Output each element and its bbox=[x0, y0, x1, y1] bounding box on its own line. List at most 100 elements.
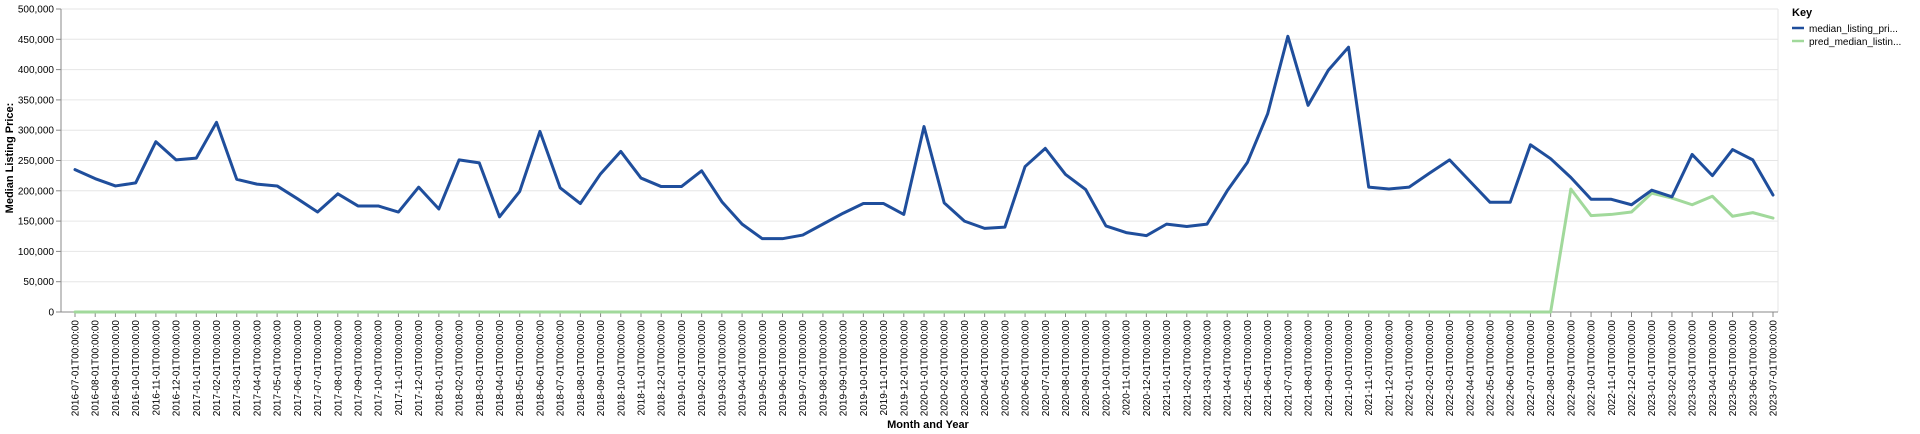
x-tick-label: 2023-03-01T00:00:00 bbox=[1688, 320, 1699, 417]
x-tick-label: 2020-10-01T00:00:00 bbox=[1101, 320, 1112, 417]
x-tick-label: 2022-01-01T00:00:00 bbox=[1405, 320, 1416, 417]
x-tick-label: 2017-03-01T00:00:00 bbox=[232, 320, 243, 417]
x-tick-label: 2018-10-01T00:00:00 bbox=[616, 320, 627, 417]
y-tick-label: 450,000 bbox=[18, 35, 55, 46]
x-tick-label: 2021-02-01T00:00:00 bbox=[1182, 320, 1193, 417]
y-tick-label: 400,000 bbox=[18, 65, 55, 76]
x-tick-label: 2023-02-01T00:00:00 bbox=[1667, 320, 1678, 417]
x-tick-label: 2016-11-01T00:00:00 bbox=[151, 320, 162, 416]
legend-label: pred_median_listin... bbox=[1809, 37, 1901, 48]
legend-label: median_listing_pri... bbox=[1809, 24, 1898, 35]
series-lines bbox=[73, 34, 1775, 314]
x-tick-label: 2018-05-01T00:00:00 bbox=[515, 320, 526, 417]
x-tick-label: 2020-03-01T00:00:00 bbox=[960, 320, 971, 417]
x-tick-label: 2019-08-01T00:00:00 bbox=[818, 320, 829, 417]
x-tick-label: 2019-09-01T00:00:00 bbox=[839, 320, 850, 417]
x-tick-label: 2021-04-01T00:00:00 bbox=[1223, 320, 1234, 417]
x-tick-label: 2020-07-01T00:00:00 bbox=[1041, 320, 1052, 417]
x-tick-label: 2020-06-01T00:00:00 bbox=[1021, 320, 1032, 417]
x-tick-label: 2020-11-01T00:00:00 bbox=[1122, 320, 1133, 416]
x-tick-label: 2022-03-01T00:00:00 bbox=[1445, 320, 1456, 417]
x-axis-title: Month and Year bbox=[887, 419, 969, 431]
x-tick-label: 2017-08-01T00:00:00 bbox=[333, 320, 344, 417]
x-tick-label: 2018-09-01T00:00:00 bbox=[596, 320, 607, 417]
x-tick-label: 2019-10-01T00:00:00 bbox=[859, 320, 870, 417]
x-tick-label: 2021-11-01T00:00:00 bbox=[1364, 320, 1375, 416]
legend-title: Key bbox=[1792, 7, 1813, 19]
x-tick-label: 2017-11-01T00:00:00 bbox=[394, 320, 405, 416]
x-tick-label: 2019-11-01T00:00:00 bbox=[879, 320, 890, 416]
series-line bbox=[73, 187, 1775, 314]
x-tick-label: 2022-07-01T00:00:00 bbox=[1526, 320, 1537, 417]
x-tick-label: 2021-09-01T00:00:00 bbox=[1324, 320, 1335, 417]
y-axis-title: Median Listing Price: bbox=[4, 103, 16, 214]
x-tick-label: 2016-10-01T00:00:00 bbox=[131, 320, 142, 417]
x-tick-label: 2020-04-01T00:00:00 bbox=[980, 320, 991, 417]
x-tick-label: 2020-12-01T00:00:00 bbox=[1142, 320, 1153, 417]
x-tick-label: 2019-05-01T00:00:00 bbox=[758, 320, 769, 417]
x-tick-label: 2018-01-01T00:00:00 bbox=[434, 320, 445, 417]
x-tick-label: 2019-06-01T00:00:00 bbox=[778, 320, 789, 417]
x-tick-label: 2018-07-01T00:00:00 bbox=[556, 320, 567, 417]
x-tick-label: 2019-03-01T00:00:00 bbox=[717, 320, 728, 417]
x-tick-label: 2018-03-01T00:00:00 bbox=[475, 320, 486, 417]
x-tick-label: 2020-09-01T00:00:00 bbox=[1081, 320, 1092, 417]
x-tick-label: 2020-02-01T00:00:00 bbox=[940, 320, 951, 417]
x-tick-label: 2023-01-01T00:00:00 bbox=[1647, 320, 1658, 417]
x-tick-label: 2020-05-01T00:00:00 bbox=[1000, 320, 1011, 417]
x-tick-label: 2017-12-01T00:00:00 bbox=[414, 320, 425, 417]
x-tick-label: 2023-04-01T00:00:00 bbox=[1708, 320, 1719, 417]
gridlines bbox=[61, 8, 1779, 313]
x-tick-label: 2021-08-01T00:00:00 bbox=[1304, 320, 1315, 417]
x-tick-label: 2018-06-01T00:00:00 bbox=[535, 320, 546, 417]
x-tick-label: 2021-06-01T00:00:00 bbox=[1263, 320, 1274, 417]
series-line bbox=[73, 34, 1775, 241]
x-tick-label: 2021-03-01T00:00:00 bbox=[1203, 320, 1214, 417]
x-tick-label: 2018-12-01T00:00:00 bbox=[657, 320, 668, 417]
x-tick-label: 2021-05-01T00:00:00 bbox=[1243, 320, 1254, 417]
x-tick-label: 2021-07-01T00:00:00 bbox=[1283, 320, 1294, 417]
x-tick-label: 2022-12-01T00:00:00 bbox=[1627, 320, 1638, 417]
x-tick-label: 2018-04-01T00:00:00 bbox=[495, 320, 506, 417]
x-tick-label: 2018-08-01T00:00:00 bbox=[576, 320, 587, 417]
y-tick-label: 300,000 bbox=[18, 126, 55, 137]
x-axis: 2016-07-01T00:00:00 2016-08-01T00:00:00 20… bbox=[61, 311, 1780, 417]
x-tick-label: 2022-06-01T00:00:00 bbox=[1506, 320, 1517, 417]
y-tick-label: 100,000 bbox=[18, 247, 55, 258]
y-tick-label: 500,000 bbox=[18, 5, 55, 16]
x-tick-label: 2018-11-01T00:00:00 bbox=[637, 320, 648, 416]
x-tick-label: 2021-12-01T00:00:00 bbox=[1384, 320, 1395, 417]
x-tick-label: 2022-02-01T00:00:00 bbox=[1425, 320, 1436, 417]
x-tick-label: 2023-06-01T00:00:00 bbox=[1748, 320, 1759, 417]
x-tick-label: 2017-04-01T00:00:00 bbox=[252, 320, 263, 417]
y-axis: 0 50,000 100,000 150,000 200,000 250,000 300,0… bbox=[18, 5, 62, 319]
x-tick-label: 2020-08-01T00:00:00 bbox=[1061, 320, 1072, 417]
x-tick-label: 2019-01-01T00:00:00 bbox=[677, 320, 688, 417]
x-tick-label: 2019-12-01T00:00:00 bbox=[899, 320, 910, 417]
x-tick-label: 2018-02-01T00:00:00 bbox=[455, 320, 466, 417]
x-tick-label: 2017-07-01T00:00:00 bbox=[313, 320, 324, 417]
x-tick-label: 2022-04-01T00:00:00 bbox=[1465, 320, 1476, 417]
x-tick-label: 2016-09-01T00:00:00 bbox=[111, 320, 122, 417]
x-tick-label: 2023-07-01T00:00:00 bbox=[1769, 320, 1780, 417]
y-tick-label: 250,000 bbox=[18, 156, 55, 167]
x-tick-label: 2022-05-01T00:00:00 bbox=[1486, 320, 1497, 417]
x-tick-label: 2021-01-01T00:00:00 bbox=[1162, 320, 1173, 417]
x-tick-label: 2022-09-01T00:00:00 bbox=[1566, 320, 1577, 417]
legend: Key median_listing_pri... pred_median_lis… bbox=[1792, 7, 1901, 48]
y-tick-label: 200,000 bbox=[18, 186, 55, 197]
x-tick-label: 2019-04-01T00:00:00 bbox=[738, 320, 749, 417]
x-tick-label: 2017-06-01T00:00:00 bbox=[293, 320, 304, 417]
x-tick-label: 2022-08-01T00:00:00 bbox=[1546, 320, 1557, 417]
x-tick-label: 2017-10-01T00:00:00 bbox=[374, 320, 385, 417]
x-tick-label: 2019-07-01T00:00:00 bbox=[798, 320, 809, 417]
y-tick-label: 350,000 bbox=[18, 95, 55, 106]
x-tick-label: 2021-10-01T00:00:00 bbox=[1344, 320, 1355, 417]
y-tick-label: 0 bbox=[48, 308, 54, 319]
x-tick-label: 2016-07-01T00:00:00 bbox=[71, 320, 82, 417]
y-tick-label: 50,000 bbox=[23, 277, 54, 288]
x-tick-label: 2017-05-01T00:00:00 bbox=[273, 320, 284, 417]
x-tick-label: 2019-02-01T00:00:00 bbox=[697, 320, 708, 417]
